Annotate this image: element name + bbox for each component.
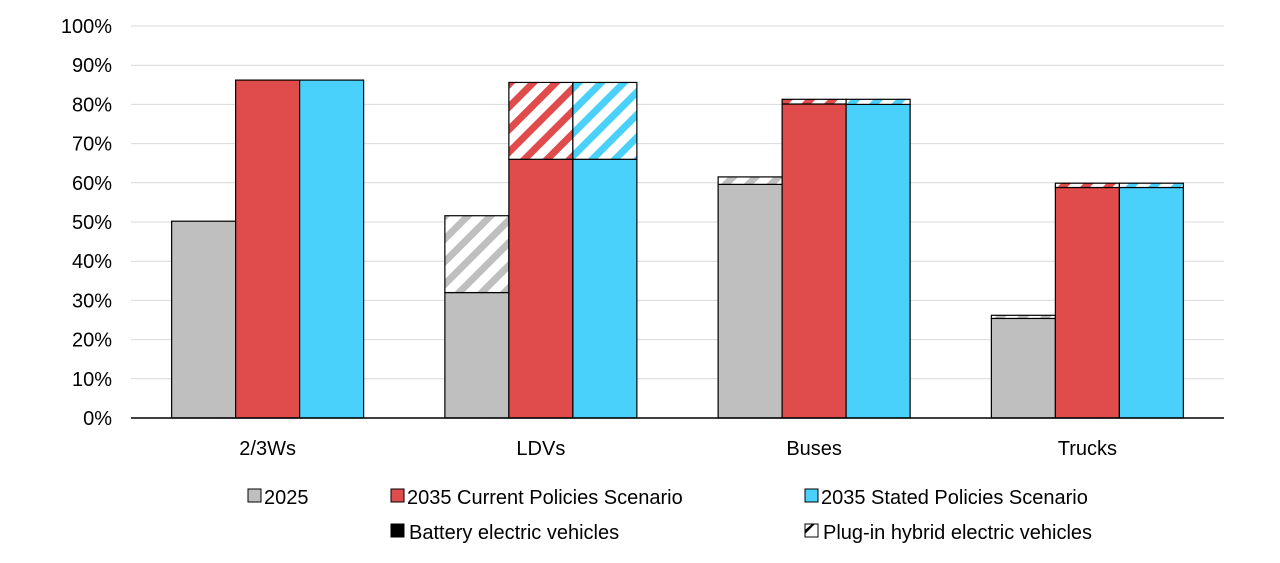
bar-bev-2-2	[508, 158, 574, 419]
y-tick-label: 100%	[61, 16, 112, 38]
legend-swatch-2	[390, 488, 405, 503]
y-tick-label: 80%	[72, 94, 112, 116]
bar-bev-2-3	[781, 103, 847, 419]
y-tick-label: 70%	[72, 134, 112, 156]
legend-label-phev: Plug-in hybrid electric vehicles	[823, 522, 1092, 544]
legend-swatch-1	[247, 488, 262, 503]
bar-phev-2-4	[1054, 182, 1120, 189]
x-tick-label: LDVs	[516, 438, 565, 460]
x-tick-label: Buses	[786, 438, 842, 460]
bar-bev-1-1	[171, 220, 237, 419]
bar-bev-3-4	[1118, 186, 1184, 419]
legend-swatch-bev	[390, 523, 405, 538]
bar-bev-1-3	[717, 183, 783, 419]
legend-label-2: 2035 Current Policies Scenario	[407, 487, 683, 509]
bars	[171, 79, 1184, 419]
bar-bev-2-4	[1054, 186, 1120, 419]
bar-phev-3-4	[1118, 182, 1184, 189]
bar-bev-3-2	[572, 158, 638, 419]
y-tick-label: 10%	[72, 369, 112, 391]
y-tick-label: 50%	[72, 212, 112, 234]
y-tick-label: 30%	[72, 290, 112, 312]
y-tick-label: 20%	[72, 330, 112, 352]
bar-bev-1-2	[444, 291, 510, 419]
bar-phev-2-2	[508, 81, 574, 160]
bar-phev-1-2	[444, 215, 510, 294]
bar-bev-3-3	[845, 103, 911, 419]
x-tick-label: 2/3Ws	[239, 438, 296, 460]
bar-phev-1-3	[717, 176, 783, 185]
legend-swatch-phev	[804, 523, 819, 538]
bar-bev-2-1	[235, 79, 301, 419]
bar-bev-1-4	[990, 317, 1056, 419]
legend: 2025 2035 Current Policies Scenario 2035 S…	[247, 487, 1092, 544]
legend-swatch-3	[804, 488, 819, 503]
x-tick-label: Trucks	[1058, 438, 1117, 460]
bar-phev-3-3	[845, 98, 911, 106]
legend-label-bev: Battery electric vehicles	[409, 522, 619, 544]
legend-label-3: 2035 Stated Policies Scenario	[821, 487, 1088, 509]
x-axis-labels: 2/3Ws LDVs Buses Trucks	[239, 438, 1117, 460]
y-tick-label: 90%	[72, 55, 112, 77]
bar-phev-1-4	[990, 314, 1056, 320]
y-tick-label: 40%	[72, 251, 112, 273]
y-axis-ticks: 0% 10% 20% 30% 40% 50% 60% 70% 80% 90% 100%	[61, 16, 112, 430]
bar-phev-2-3	[781, 98, 847, 105]
y-tick-label: 0%	[83, 408, 112, 430]
bar-bev-3-1	[299, 79, 365, 419]
bar-phev-3-2	[572, 81, 638, 160]
legend-label-1: 2025	[264, 487, 309, 509]
y-tick-label: 60%	[72, 173, 112, 195]
